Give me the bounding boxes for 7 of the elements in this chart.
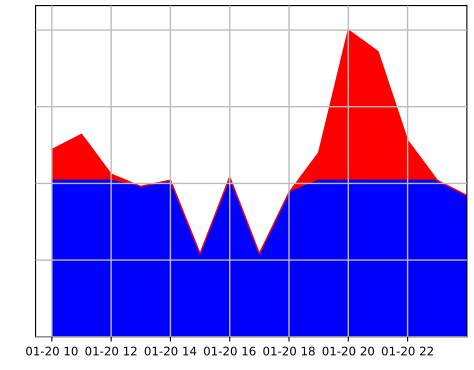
x-tick-label: 01-20 12 <box>85 346 137 356</box>
x-tick-label: 01-20 18 <box>263 346 315 356</box>
x-tick-label: 01-20 10 <box>26 346 78 356</box>
x-tick-label: 01-20 14 <box>144 346 196 356</box>
x-tick-label: 01-20 22 <box>382 346 433 356</box>
x-tick-label: 01-20 16 <box>204 346 256 356</box>
x-tick-label: 01-20 20 <box>322 346 374 356</box>
